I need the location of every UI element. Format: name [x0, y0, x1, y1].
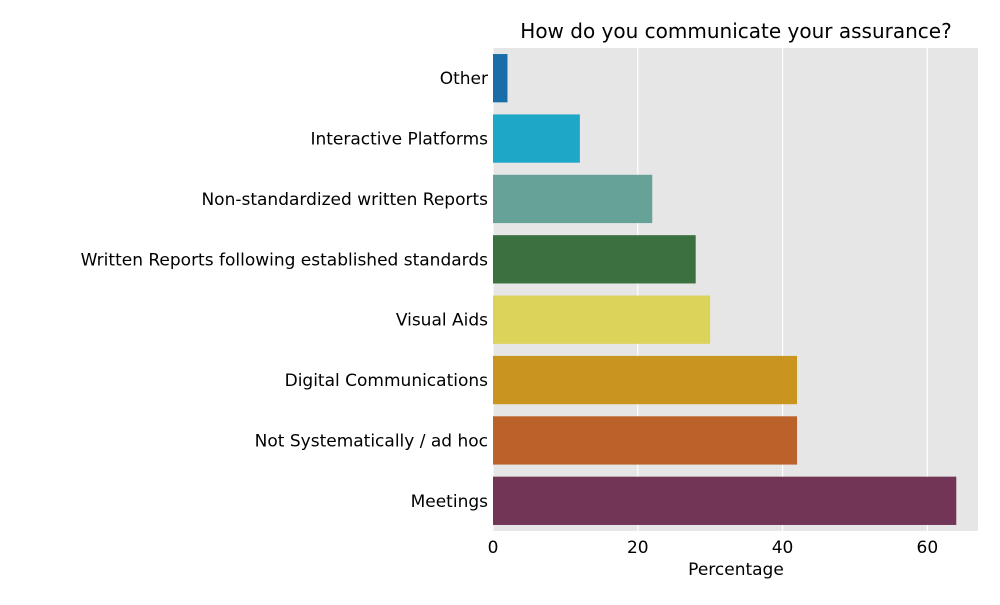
chart-title: How do you communicate your assurance?: [520, 19, 951, 43]
x-tick-labels: 0 20 40 60: [488, 538, 939, 558]
category-label: Digital Communications: [285, 371, 489, 391]
x-axis-label: Percentage: [688, 560, 784, 580]
bar: [493, 235, 696, 284]
bar: [493, 54, 508, 103]
bar: [493, 416, 798, 465]
bar: [493, 114, 580, 163]
category-label: Other: [440, 69, 488, 89]
category-label: Written Reports following established st…: [81, 250, 488, 270]
bar: [493, 355, 798, 405]
bar: [493, 174, 653, 224]
bars: [493, 54, 957, 525]
x-tick-label: 60: [917, 538, 939, 558]
x-tick-label: 0: [488, 538, 499, 558]
x-tick-label: 40: [772, 538, 794, 558]
bar: [493, 295, 711, 344]
category-label: Visual Aids: [396, 311, 488, 331]
x-tick-label: 20: [627, 538, 649, 558]
bar: [493, 476, 957, 525]
category-labels: Other Interactive Platforms Non-standardiz…: [81, 69, 489, 512]
category-label: Meetings: [411, 492, 489, 512]
category-label: Interactive Platforms: [310, 130, 488, 150]
category-label: Non-standardized written Reports: [201, 190, 488, 210]
category-label: Not Systematically / ad hoc: [255, 431, 488, 451]
